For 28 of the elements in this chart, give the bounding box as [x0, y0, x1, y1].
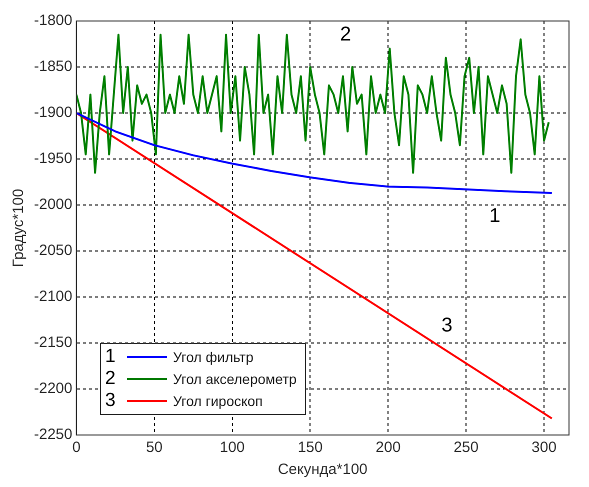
y-tick-label: -1850: [34, 58, 72, 76]
x-tick-label: 0: [72, 439, 81, 456]
legend-label: Угол фильтр: [173, 349, 254, 365]
y-tick-label: -1800: [34, 12, 72, 30]
x-axis-title: Секунда*100: [278, 461, 368, 478]
annotation: 3: [441, 314, 453, 337]
y-tick-label: -1950: [34, 150, 72, 168]
x-tick-label: 200: [376, 439, 401, 456]
y-tick-label: -1900: [34, 104, 72, 122]
x-tick-label: 150: [298, 439, 323, 456]
y-axis-title: Градус*100: [10, 188, 28, 268]
y-tick-label: -2050: [34, 242, 72, 260]
legend-label: Угол гироскоп: [173, 393, 263, 409]
x-tick-label: 300: [532, 439, 557, 456]
y-tick-label: -2100: [34, 288, 72, 306]
x-tick-label: 250: [454, 439, 479, 456]
legend-label: Угол акселерометр: [173, 371, 297, 387]
text: 3: [105, 390, 116, 411]
annotation: 1: [489, 205, 500, 228]
y-tick-label: -2150: [34, 334, 72, 352]
annotation: 2: [340, 24, 352, 46]
y-tick-label: -2200: [34, 380, 72, 398]
text: 1: [105, 346, 116, 367]
x-tick-label: 100: [220, 439, 245, 456]
y-tick-label: -2250: [34, 426, 72, 444]
y-tick-label: -2000: [34, 196, 72, 214]
text: 2: [105, 368, 116, 389]
x-tick-label: 50: [146, 439, 163, 456]
